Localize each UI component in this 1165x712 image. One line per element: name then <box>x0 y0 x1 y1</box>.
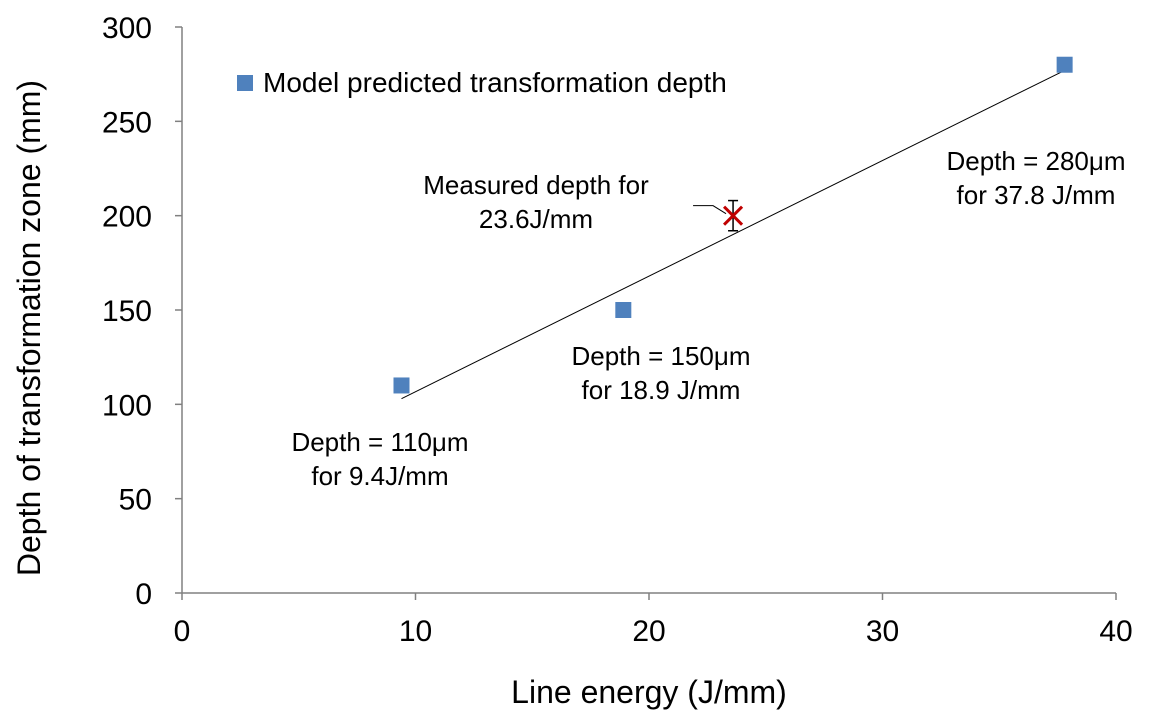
annotation-p3: Depth = 280μm for 37.8 J/mm <box>946 146 1125 210</box>
x-tick-label: 30 <box>866 615 899 648</box>
data-points <box>393 56 1073 394</box>
measured-marker <box>722 205 744 226</box>
data-point <box>615 302 632 318</box>
y-tick-label: 100 <box>102 389 152 422</box>
y-tick-label: 50 <box>119 484 152 517</box>
annotations: Depth = 110μm for 9.4J/mm Depth = 150μm for… <box>291 146 1125 491</box>
annotation-line: Depth = 110μm <box>291 427 468 457</box>
y-tick-label: 250 <box>102 106 152 139</box>
x-tick-label: 20 <box>632 615 665 648</box>
annotation-line: Measured depth for <box>423 170 649 200</box>
axes <box>175 26 1117 600</box>
legend-label: Model predicted transformation depth <box>263 67 727 98</box>
y-tick-label: 200 <box>102 201 152 234</box>
legend: Model predicted transformation depth <box>237 67 727 98</box>
annotation-line: for 18.9 J/mm <box>582 375 741 405</box>
y-axis-title: Depth of transformation zone (mm) <box>11 80 47 576</box>
annotation-line: 23.6J/mm <box>479 204 593 234</box>
y-tick-label: 300 <box>102 12 152 45</box>
y-tick-label: 150 <box>102 295 152 328</box>
x-tick-label: 40 <box>1099 615 1132 648</box>
tick-labels: 0 50 100 150 200 250 300 0 10 20 30 40 <box>102 12 1133 648</box>
trendline <box>401 69 1065 400</box>
legend-marker <box>237 75 253 91</box>
x-axis-title: Line energy (J/mm) <box>511 674 787 710</box>
annotation-line: for 9.4J/mm <box>311 461 448 491</box>
trendline-group <box>401 69 1065 400</box>
data-point <box>1056 56 1073 73</box>
annotation-line: for 37.8 J/mm <box>957 180 1116 210</box>
measured-leader-line <box>693 205 727 215</box>
measured-group <box>693 199 744 232</box>
data-point <box>393 377 410 394</box>
annotation-line: Depth = 150μm <box>571 341 750 371</box>
annotation-meas: Measured depth for 23.6J/mm <box>423 170 649 234</box>
x-tick-label: 0 <box>174 615 191 648</box>
annotation-p2: Depth = 150μm for 18.9 J/mm <box>571 341 750 405</box>
annotation-p1: Depth = 110μm for 9.4J/mm <box>291 427 468 491</box>
y-tick-label: 0 <box>135 578 152 611</box>
x-tick-label: 10 <box>399 615 432 648</box>
annotation-line: Depth = 280μm <box>946 146 1125 176</box>
